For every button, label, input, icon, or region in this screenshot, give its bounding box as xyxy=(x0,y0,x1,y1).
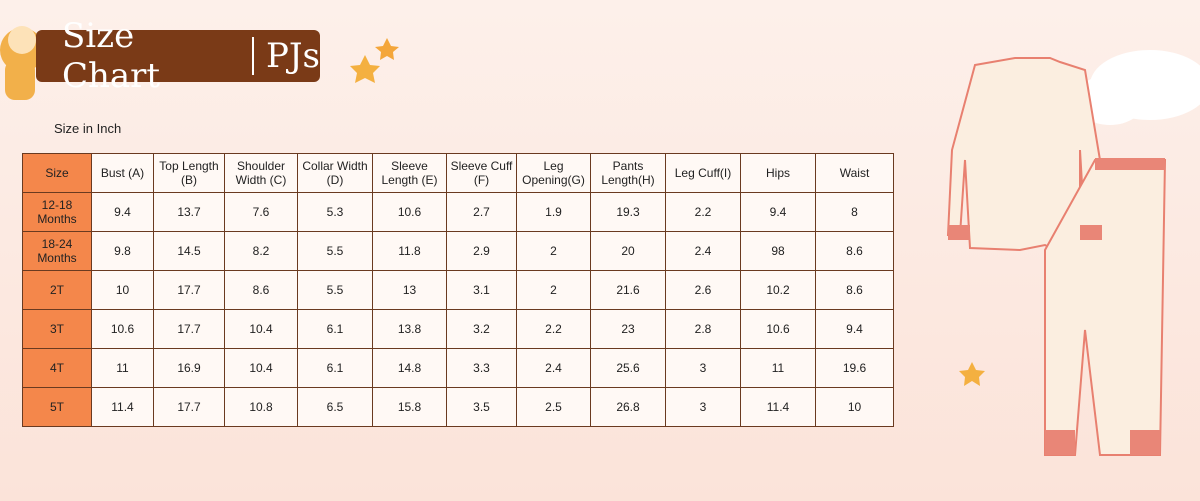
size-cell: 2T xyxy=(22,270,92,310)
subtitle: PJs xyxy=(266,36,320,76)
column-header: Sleeve Cuff (F) xyxy=(446,153,517,193)
unit-note: Size in Inch xyxy=(54,121,122,136)
size-cell: 3T xyxy=(22,309,92,349)
value-cell: 8.6 xyxy=(815,270,894,310)
value-cell: 3.1 xyxy=(446,270,517,310)
value-cell: 6.5 xyxy=(297,387,373,427)
value-cell: 2.4 xyxy=(516,348,591,388)
table-row: 18-24 Months 9.8 14.5 8.2 5.5 11.8 2.9 2 20 2.4 98… xyxy=(22,231,894,271)
value-cell: 2.4 xyxy=(665,231,741,271)
value-cell: 3 xyxy=(665,387,741,427)
value-cell: 9.4 xyxy=(815,309,894,349)
value-cell: 14.8 xyxy=(372,348,447,388)
value-cell: 9.4 xyxy=(91,192,154,232)
table-row: 2T 10 17.7 8.6 5.5 13 3.1 2 21.6 2.6 10.2 8.6 xyxy=(22,270,894,310)
column-header: Hips xyxy=(740,153,816,193)
value-cell: 6.1 xyxy=(297,309,373,349)
value-cell: 10 xyxy=(91,270,154,310)
value-cell: 2.8 xyxy=(665,309,741,349)
value-cell: 5.3 xyxy=(297,192,373,232)
value-cell: 11.8 xyxy=(372,231,447,271)
title: Size Chart xyxy=(62,16,161,96)
value-cell: 2.5 xyxy=(516,387,591,427)
column-header: Waist xyxy=(815,153,894,193)
value-cell: 2.2 xyxy=(665,192,741,232)
column-header: Bust (A) xyxy=(91,153,154,193)
value-cell: 2.6 xyxy=(665,270,741,310)
value-cell: 25.6 xyxy=(590,348,666,388)
value-cell: 8.2 xyxy=(224,231,298,271)
value-cell: 7.6 xyxy=(224,192,298,232)
value-cell: 11.4 xyxy=(740,387,816,427)
value-cell: 3.5 xyxy=(446,387,517,427)
value-cell: 21.6 xyxy=(590,270,666,310)
value-cell: 13.7 xyxy=(153,192,225,232)
table-row: 4T 11 16.9 10.4 6.1 14.8 3.3 2.4 25.6 3 11 19.6 xyxy=(22,348,894,388)
value-cell: 9.8 xyxy=(91,231,154,271)
value-cell: 2 xyxy=(516,231,591,271)
value-cell: 19.3 xyxy=(590,192,666,232)
size-cell: 12-18 Months xyxy=(22,192,92,232)
value-cell: 6.1 xyxy=(297,348,373,388)
value-cell: 3 xyxy=(665,348,741,388)
column-header: Pants Length(H) xyxy=(590,153,666,193)
value-cell: 8 xyxy=(815,192,894,232)
value-cell: 8.6 xyxy=(815,231,894,271)
value-cell: 98 xyxy=(740,231,816,271)
column-header: Shoulder Width (C) xyxy=(224,153,298,193)
table-row: 5T 11.4 17.7 10.8 6.5 15.8 3.5 2.5 26.8 3 11.4 10 xyxy=(22,387,894,427)
column-header: Top Length (B) xyxy=(153,153,225,193)
value-cell: 13.8 xyxy=(372,309,447,349)
column-header: Leg Cuff(I) xyxy=(665,153,741,193)
value-cell: 11 xyxy=(91,348,154,388)
value-cell: 10.6 xyxy=(372,192,447,232)
value-cell: 23 xyxy=(590,309,666,349)
value-cell: 11.4 xyxy=(91,387,154,427)
size-cell: 5T xyxy=(22,387,92,427)
column-header: Leg Opening(G) xyxy=(516,153,591,193)
value-cell: 14.5 xyxy=(153,231,225,271)
value-cell: 13 xyxy=(372,270,447,310)
column-header: Sleeve Length (E) xyxy=(372,153,447,193)
value-cell: 17.7 xyxy=(153,309,225,349)
value-cell: 10.6 xyxy=(740,309,816,349)
size-table: Size Bust (A) Top Length (B) Shoulder Width… xyxy=(22,153,894,427)
value-cell: 1.9 xyxy=(516,192,591,232)
value-cell: 10.8 xyxy=(224,387,298,427)
value-cell: 16.9 xyxy=(153,348,225,388)
value-cell: 5.5 xyxy=(297,231,373,271)
value-cell: 11 xyxy=(740,348,816,388)
value-cell: 10.4 xyxy=(224,348,298,388)
value-cell: 3.2 xyxy=(446,309,517,349)
table-row: 12-18 Months 9.4 13.7 7.6 5.3 10.6 2.7 1.9 19.3 2… xyxy=(22,192,894,232)
value-cell: 10.4 xyxy=(224,309,298,349)
title-badge: Size Chart PJs xyxy=(36,16,320,96)
size-cell: 4T xyxy=(22,348,92,388)
value-cell: 26.8 xyxy=(590,387,666,427)
value-cell: 3.3 xyxy=(446,348,517,388)
header-row: Size Bust (A) Top Length (B) Shoulder Width… xyxy=(22,153,894,193)
value-cell: 8.6 xyxy=(224,270,298,310)
value-cell: 2 xyxy=(516,270,591,310)
value-cell: 5.5 xyxy=(297,270,373,310)
value-cell: 17.7 xyxy=(153,270,225,310)
value-cell: 2.2 xyxy=(516,309,591,349)
column-header: Collar Width (D) xyxy=(297,153,373,193)
value-cell: 2.7 xyxy=(446,192,517,232)
value-cell: 2.9 xyxy=(446,231,517,271)
value-cell: 15.8 xyxy=(372,387,447,427)
table-row: 3T 10.6 17.7 10.4 6.1 13.8 3.2 2.2 23 2.8 10.6 9.4 xyxy=(22,309,894,349)
value-cell: 10.6 xyxy=(91,309,154,349)
value-cell: 20 xyxy=(590,231,666,271)
column-header: Size xyxy=(22,153,92,193)
value-cell: 19.6 xyxy=(815,348,894,388)
value-cell: 17.7 xyxy=(153,387,225,427)
value-cell: 9.4 xyxy=(740,192,816,232)
value-cell: 10 xyxy=(815,387,894,427)
value-cell: 10.2 xyxy=(740,270,816,310)
size-cell: 18-24 Months xyxy=(22,231,92,271)
